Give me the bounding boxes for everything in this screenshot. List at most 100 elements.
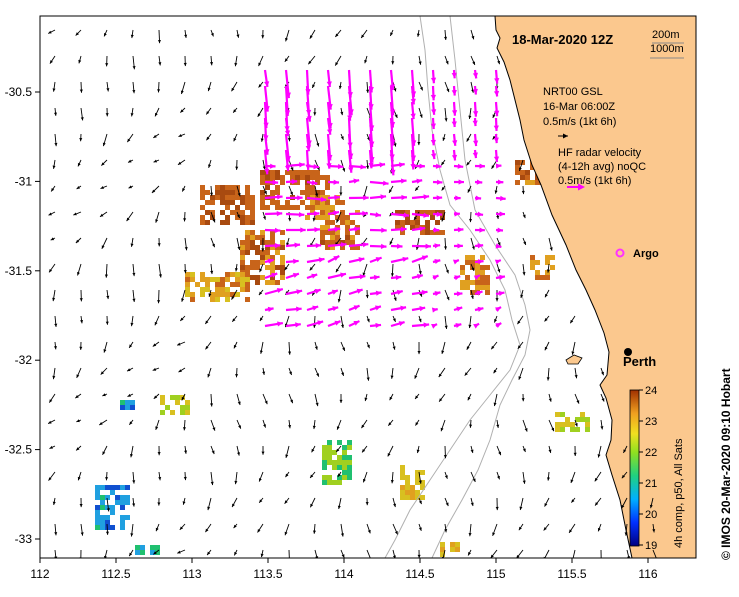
sst-pixel [235, 195, 240, 200]
sst-pixel [330, 240, 335, 245]
sst-pixel [430, 215, 435, 220]
model-arrow-head [497, 476, 500, 479]
sst-pixel [225, 220, 230, 225]
sst-pixel [320, 235, 325, 240]
sst-pixel [475, 265, 480, 270]
sst-pixel [310, 185, 315, 190]
model-arrow-head [417, 450, 420, 453]
sst-pixel [545, 255, 550, 260]
sst-pixel [327, 475, 332, 480]
radar-arrow-head [424, 322, 430, 327]
radar-arrow-head [363, 242, 369, 247]
sst-pixel [185, 410, 190, 415]
sst-pixel [230, 272, 235, 277]
model-arrow-head [54, 532, 57, 535]
sst-pixel [570, 427, 575, 432]
model-arrow-head [237, 247, 240, 250]
sst-pixel [545, 275, 550, 280]
sst-pixel [110, 505, 115, 510]
sst-pixel [320, 210, 325, 215]
sst-pixel [130, 400, 135, 405]
sst-pixel [95, 495, 100, 500]
model-arrow-head [158, 243, 161, 246]
sst-pixel [210, 277, 215, 282]
radar-arrow-head [431, 95, 436, 101]
model-arrow-head [183, 218, 186, 221]
model-arrow-head [391, 273, 394, 276]
sst-pixel [325, 220, 330, 225]
sst-pixel [225, 195, 230, 200]
sst-pixel [95, 525, 100, 530]
sst-pixel [185, 282, 190, 287]
radar-arrow-head [360, 164, 366, 169]
sst-pixel [395, 220, 400, 225]
radar-arrow-head [496, 163, 502, 168]
radar-arrow-head [419, 164, 424, 169]
colorbar-tick-label: 24 [645, 385, 657, 397]
sst-pixel [240, 260, 245, 265]
sst-pixel [325, 205, 330, 210]
model-arrow-head [575, 423, 578, 426]
sst-pixel [275, 250, 280, 255]
sst-pixel [170, 410, 175, 415]
sst-pixel [315, 170, 320, 175]
sst-pixel [250, 220, 255, 225]
sst-pixel [305, 185, 310, 190]
radar-arrow-head [381, 228, 386, 233]
sst-pixel [225, 205, 230, 210]
sst-pixel [347, 470, 352, 475]
sst-pixel [320, 215, 325, 220]
sst-pixel [135, 550, 140, 555]
sst-pixel [270, 235, 275, 240]
sst-pixel [270, 190, 275, 195]
sst-pixel [250, 230, 255, 235]
sst-pixel [305, 215, 310, 220]
sst-pixel [160, 400, 165, 405]
sst-pixel [205, 210, 210, 215]
x-tick-label: 113 [182, 567, 201, 581]
sst-pixel [250, 235, 255, 240]
sst-pixel [440, 230, 445, 235]
model-legend-line-3: 0.5m/s (1kt 6h) [543, 116, 616, 128]
sst-pixel [275, 265, 280, 270]
sst-pixel [322, 455, 327, 460]
radar-arrow-head [277, 194, 283, 199]
sst-pixel [347, 455, 352, 460]
sst-pixel [485, 285, 490, 290]
model-arrow-head [184, 63, 187, 66]
model-arrow-head [368, 530, 371, 533]
sst-pixel [415, 480, 420, 485]
sst-pixel [255, 250, 260, 255]
sst-pixel [332, 465, 337, 470]
y-tick-label: -32.5 [5, 443, 33, 457]
sst-pixel [327, 450, 332, 455]
argo-label: Argo [633, 248, 659, 260]
radar-arrow-head [300, 227, 305, 232]
sst-pixel [337, 455, 342, 460]
sst-pixel [260, 190, 265, 195]
sst-pixel [100, 500, 105, 505]
model-arrow-head [518, 376, 521, 379]
sst-pixel [195, 282, 200, 287]
radar-arrow-head [431, 324, 437, 329]
model-arrow-head [547, 377, 550, 380]
sst-pixel [520, 175, 525, 180]
sst-pixel [480, 285, 485, 290]
sst-pixel [245, 250, 250, 255]
sst-pixel [470, 280, 475, 285]
radar-arrow-head [452, 90, 457, 96]
sst-pixel [200, 272, 205, 277]
sst-pixel [575, 427, 580, 432]
sst-pixel [260, 200, 265, 205]
sst-pixel [175, 400, 180, 405]
radar-arrow-head [476, 195, 482, 200]
model-arrow-head [341, 372, 344, 375]
sst-pixel [215, 195, 220, 200]
model-arrow-head [78, 477, 81, 480]
model-arrow-head [130, 454, 133, 457]
radar-arrow-head [273, 180, 279, 185]
sst-pixel [450, 547, 455, 552]
sst-pixel [255, 245, 260, 250]
sst-pixel [265, 175, 270, 180]
sst-pixel [240, 245, 245, 250]
